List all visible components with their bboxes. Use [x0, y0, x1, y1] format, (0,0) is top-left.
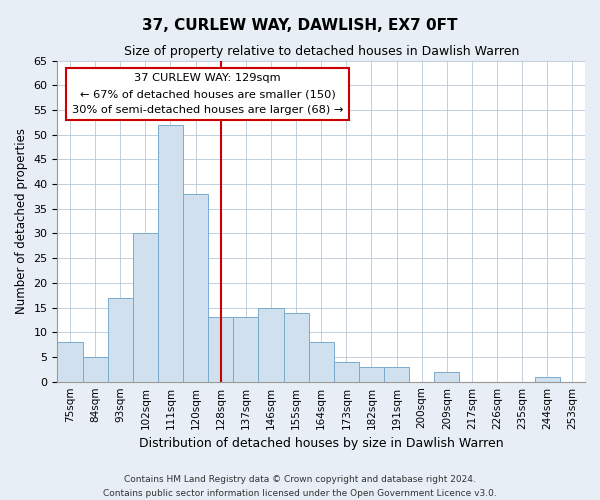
Bar	[133, 234, 158, 382]
Bar	[308, 342, 334, 382]
Bar	[208, 318, 233, 382]
Bar	[384, 367, 409, 382]
Bar	[434, 372, 460, 382]
Bar	[183, 194, 208, 382]
Bar	[158, 125, 183, 382]
Bar	[107, 298, 133, 382]
Bar	[359, 367, 384, 382]
Bar	[259, 308, 284, 382]
Text: 37, CURLEW WAY, DAWLISH, EX7 0FT: 37, CURLEW WAY, DAWLISH, EX7 0FT	[142, 18, 458, 32]
Text: Contains HM Land Registry data © Crown copyright and database right 2024.
Contai: Contains HM Land Registry data © Crown c…	[103, 476, 497, 498]
Bar	[58, 342, 83, 382]
X-axis label: Distribution of detached houses by size in Dawlish Warren: Distribution of detached houses by size …	[139, 437, 503, 450]
Title: Size of property relative to detached houses in Dawlish Warren: Size of property relative to detached ho…	[124, 45, 519, 58]
Bar	[284, 312, 308, 382]
Bar	[535, 376, 560, 382]
Y-axis label: Number of detached properties: Number of detached properties	[15, 128, 28, 314]
Bar	[83, 357, 107, 382]
Bar	[334, 362, 359, 382]
Bar	[233, 318, 259, 382]
Text: 37 CURLEW WAY: 129sqm
← 67% of detached houses are smaller (150)
30% of semi-det: 37 CURLEW WAY: 129sqm ← 67% of detached …	[72, 74, 343, 114]
